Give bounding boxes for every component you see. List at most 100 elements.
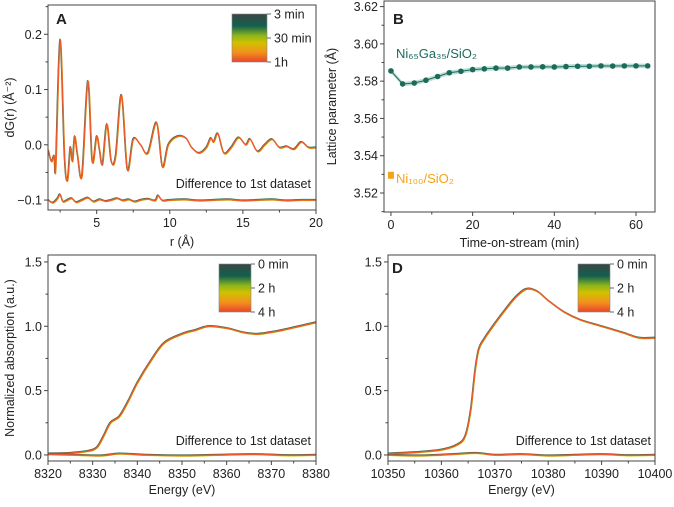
series-label-ni100: Ni₁₀₀/SiO₂	[396, 171, 454, 186]
x-tick-label: 10350	[371, 467, 406, 481]
y-tick-label: 0.5	[25, 384, 42, 398]
y-axis-label: Normalized absorption (a.u.)	[3, 279, 17, 437]
x-tick-label: 8370	[257, 467, 285, 481]
x-axis-label: Energy (eV)	[149, 483, 216, 497]
data-point	[539, 63, 546, 70]
x-tick-label: 10360	[424, 467, 459, 481]
y-tick-label: 3.54	[354, 149, 378, 163]
y-tick-label: 3.60	[354, 37, 378, 51]
data-point	[493, 65, 499, 71]
data-point	[574, 63, 581, 70]
data-line-2	[48, 39, 316, 182]
x-tick-label: 8340	[123, 467, 151, 481]
colorbar	[218, 263, 252, 313]
data-point	[469, 66, 476, 73]
colorbar-label: 1h	[274, 56, 288, 70]
data-point	[621, 63, 628, 69]
colorbar-label: 0 min	[617, 258, 648, 272]
difference-annotation: Difference to 1st dataset	[176, 434, 312, 448]
colorbar-label: 2 h	[617, 282, 634, 296]
data-point	[586, 63, 593, 70]
colorbar-label: 2 h	[258, 282, 275, 296]
x-axis-label: Energy (eV)	[488, 483, 555, 497]
plot-frame	[387, 254, 656, 462]
data-point	[598, 63, 604, 69]
colorbar-label: 0 min	[258, 258, 289, 272]
panel-d: 10350 10360 10370 10380 10390 10400 0.0 0.5 1.0 1…	[365, 254, 673, 497]
panel-label: A	[56, 11, 67, 28]
y-tick-label: 3.58	[354, 75, 378, 89]
x-axis-label: Time-on-stream (min)	[460, 236, 580, 250]
difference-line-2	[48, 452, 316, 457]
y-tick-label: 3.62	[354, 0, 378, 14]
x-tick-label: 40	[547, 218, 561, 232]
y-tick-label: 0.0	[365, 448, 382, 462]
colorbar-label: 3 min	[274, 8, 305, 22]
x-tick-label: 60	[629, 218, 643, 232]
colorbar-label: 4 h	[258, 306, 275, 320]
y-tick-label: 0.0	[25, 138, 42, 152]
colorbar	[577, 263, 611, 313]
y-tick-label: 1.0	[365, 320, 382, 334]
data-line-1	[388, 288, 655, 455]
x-tick-label: 8360	[213, 467, 241, 481]
x-tick-label: 20	[466, 218, 480, 232]
y-tick-label: −0.1	[17, 194, 42, 208]
panel-label: B	[393, 11, 404, 28]
y-tick-label: 3.52	[354, 186, 378, 200]
x-tick-label: 8320	[34, 467, 62, 481]
x-tick-label: 15	[236, 216, 250, 230]
data-point	[434, 73, 441, 80]
x-tick-label: 10	[163, 216, 177, 230]
y-tick-label: 0.1	[25, 83, 42, 97]
plot-frame	[47, 254, 317, 462]
panel-c: 8320 8330 8340 8350 8360 8370 8380 0.0 0.5 1.0 1.5…	[3, 254, 330, 497]
x-tick-label: 10380	[531, 467, 566, 481]
difference-annotation: Difference to 1st dataset	[176, 177, 312, 191]
x-tick-label: 0	[387, 218, 394, 232]
plot-area	[48, 38, 316, 204]
x-tick-label: 10390	[584, 467, 619, 481]
difference-annotation: Difference to 1st dataset	[516, 434, 652, 448]
data-point	[516, 64, 523, 70]
colorbar-legend: 0 min 2 h 4 h	[218, 258, 289, 320]
y-tick-label: 0.5	[365, 384, 382, 398]
data-point	[633, 63, 639, 69]
colorbar-label: 30 min	[274, 32, 312, 46]
series-label-nigа: Ni₆₅Ga₃₅/SiO₂	[396, 46, 477, 61]
data-point	[387, 171, 394, 179]
x-tick-label: 20	[309, 216, 323, 230]
panel-label: D	[392, 260, 403, 277]
difference-line-2	[48, 193, 316, 204]
panel-label: C	[56, 260, 67, 277]
x-tick-label: 8350	[168, 467, 196, 481]
data-point	[458, 68, 464, 75]
colorbar-legend: 3 min 30 min 1h	[231, 8, 312, 70]
x-tick-label: 10370	[477, 467, 512, 481]
y-tick-label: 3.56	[354, 112, 378, 126]
data-line-0	[388, 287, 655, 454]
y-tick-label: 1.0	[25, 320, 42, 334]
data-point	[388, 68, 394, 74]
data-point	[446, 69, 453, 76]
x-tick-label: 10400	[638, 467, 673, 481]
data-point	[399, 81, 406, 87]
x-tick-label: 8330	[79, 467, 107, 481]
colorbar-label: 4 h	[617, 306, 634, 320]
y-tick-label: 0.0	[25, 448, 42, 462]
data-point	[504, 65, 511, 71]
y-axis-label: Lattice parameter (Å)	[324, 48, 339, 165]
y-tick-label: 1.5	[25, 255, 42, 269]
panel-b: 0 20 40 60 3.52 3.54 3.56 3.58 3.60 3.62 Time-on-s…	[324, 0, 656, 250]
plot-area	[48, 321, 316, 457]
data-point	[423, 77, 429, 84]
plot-frame	[47, 4, 317, 211]
data-point	[644, 63, 651, 69]
x-tick-label: 5	[93, 216, 100, 230]
data-line-2	[48, 321, 316, 455]
colorbar	[231, 13, 268, 63]
data-line-2	[388, 288, 655, 455]
x-axis-label: r (Å)	[170, 234, 194, 249]
plot-area	[388, 287, 655, 457]
